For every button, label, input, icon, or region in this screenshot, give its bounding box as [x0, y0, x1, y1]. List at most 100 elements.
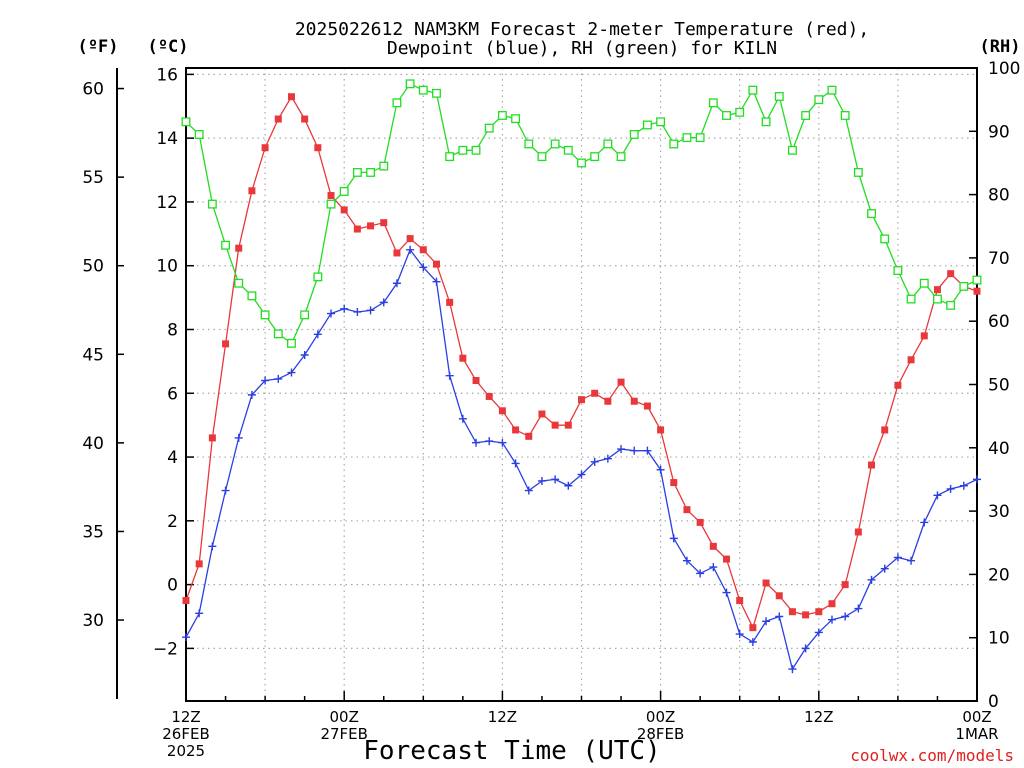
temperature-point [485, 392, 493, 400]
celsius-tick-label: 6 [167, 384, 178, 404]
fahrenheit-tick-label: 40 [82, 434, 104, 454]
dewpoint-point [827, 615, 836, 624]
temperature-point [380, 219, 388, 227]
rh-point [867, 209, 876, 219]
rh-point [313, 272, 323, 282]
dewpoint-point [551, 475, 560, 484]
temperature-point [564, 421, 572, 429]
rh-point [787, 145, 797, 155]
fahrenheit-tick-label: 30 [82, 611, 104, 631]
temperature-point [551, 421, 559, 429]
fahrenheit-tick-label: 35 [82, 522, 104, 542]
rh-point [972, 275, 982, 285]
rh-point [959, 281, 969, 291]
temperature-point [591, 389, 599, 397]
rh-point [893, 266, 903, 276]
x-tick-label: 12Z [804, 708, 833, 726]
temperature-point [736, 597, 744, 605]
dewpoint-point [564, 481, 573, 490]
temperature-point [723, 555, 731, 563]
rh-point [273, 329, 283, 339]
temperature-point [788, 608, 796, 616]
dewpoint-point [907, 556, 916, 565]
x-tick-label: 12Z [488, 708, 517, 726]
rh-point [722, 111, 731, 120]
dewpoint-point [880, 564, 889, 573]
rh-point [603, 139, 613, 149]
temperature-point [630, 397, 638, 405]
celsius-tick-label: 8 [167, 320, 178, 340]
celsius-tick-label: 4 [167, 448, 178, 468]
dewpoint-point [340, 304, 349, 313]
rh-point [840, 111, 850, 120]
dewpoint-point [287, 368, 296, 377]
rh-point [853, 167, 863, 177]
rh-point [642, 120, 652, 130]
rh-point [933, 294, 942, 304]
dewpoint-point [682, 556, 691, 565]
dewpoint-point [762, 617, 771, 626]
temperature-point [274, 115, 282, 123]
temperature-point [907, 356, 915, 364]
dewpoint-point [524, 486, 533, 495]
dewpoint-point [261, 376, 270, 385]
temperature-point [643, 402, 651, 410]
rh-point [748, 85, 758, 95]
temperature-point [775, 592, 783, 600]
dewpoint-point [406, 245, 415, 254]
rh-point [234, 278, 244, 288]
x-tick-label: 00Z [962, 708, 991, 726]
dewpoint-point [195, 609, 204, 618]
temperature-point [235, 244, 243, 252]
temperature-point [406, 235, 414, 243]
rh-point [181, 117, 191, 127]
rh-point [194, 130, 204, 139]
temperature-point [248, 187, 256, 195]
temperature-point [933, 286, 941, 294]
temperature-point [512, 426, 520, 434]
dewpoint-point [379, 298, 388, 307]
dewpoint-point [537, 476, 546, 485]
dewpoint-point [445, 371, 454, 380]
rh-point [761, 117, 771, 127]
series-temperature [182, 93, 981, 632]
dewpoint-point [392, 279, 401, 288]
temperature-point [854, 528, 862, 536]
rh-tick-label: 50 [988, 376, 1010, 396]
temperature-point [419, 246, 427, 254]
rh-unit-label: (RH) [980, 37, 1021, 57]
rh-point [946, 300, 956, 310]
rh-point [906, 294, 916, 304]
rh-point [379, 161, 389, 171]
rh-tick-label: 30 [988, 502, 1010, 522]
dewpoint-point [485, 437, 494, 446]
rh-point [207, 199, 217, 209]
rh-point [221, 240, 230, 250]
x-tick-label: 12Z [171, 708, 200, 726]
temperature-point [657, 426, 665, 434]
temperature-point [287, 93, 295, 101]
rh-point [445, 152, 455, 162]
temperature-point [195, 560, 203, 568]
dewpoint-point [656, 465, 665, 474]
dewpoint-point [247, 390, 256, 399]
temperature-point [340, 206, 348, 214]
dewpoint-point [234, 433, 243, 442]
temperature-point [670, 479, 678, 487]
dewpoint-point [577, 470, 586, 479]
temperature-point [538, 410, 546, 418]
dewpoint-point [735, 630, 744, 639]
series-layer [181, 79, 982, 674]
temperature-point [947, 270, 955, 278]
dewpoint-point [946, 484, 955, 493]
dewpoint-point [617, 445, 626, 454]
temperature-point [314, 144, 322, 152]
rh-point [471, 145, 481, 155]
x-tick-label: 2025 [167, 742, 205, 760]
dewpoint-point [208, 542, 217, 551]
temperature-point [749, 624, 757, 632]
dewpoint-point [788, 665, 797, 674]
dewpoint-point [814, 628, 823, 637]
rh-point [801, 111, 811, 120]
rh-point [774, 92, 784, 101]
